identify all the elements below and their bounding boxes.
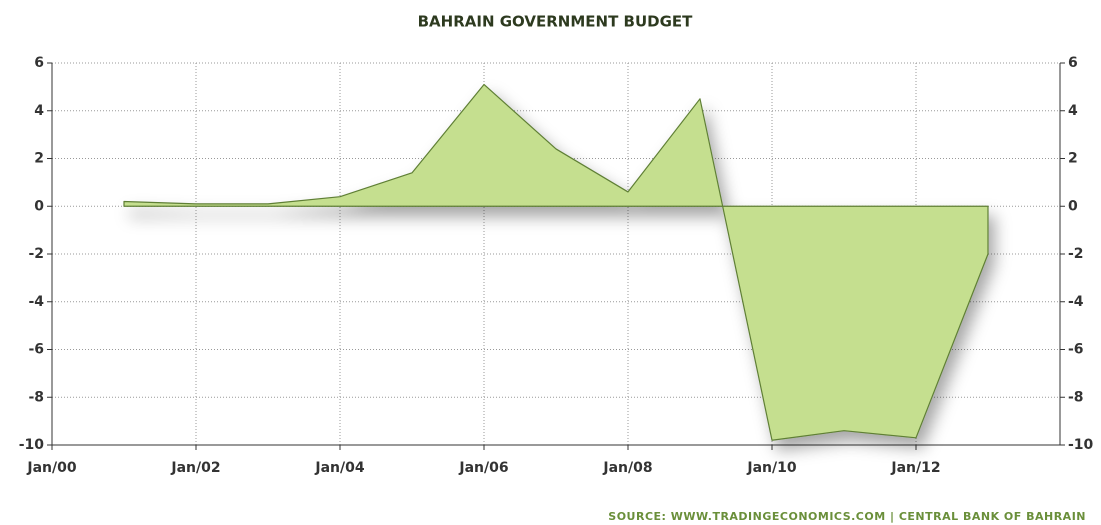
y2-tick-label: -8: [1068, 389, 1084, 405]
y-tick-label: -2: [28, 246, 44, 262]
x-tick-label: Jan/08: [602, 460, 652, 476]
y-tick-label: -10: [19, 437, 45, 453]
x-tick-label: Jan/02: [170, 460, 220, 476]
y2-tick-label: -4: [1068, 294, 1084, 310]
area: [123, 83, 989, 441]
y2-tick-label: 4: [1068, 103, 1078, 119]
y-tick-label: 4: [34, 103, 44, 119]
x-tick-label: Jan/06: [458, 460, 508, 476]
y-tick-label: -4: [28, 294, 44, 310]
y-tick-label: 2: [34, 151, 44, 167]
y2-tick-label: 0: [1068, 198, 1078, 214]
y-tick-label: 0: [34, 198, 44, 214]
y-tick-label: 6: [34, 55, 44, 71]
x-tick-label: Jan/00: [26, 460, 76, 476]
y-tick-label: -6: [28, 342, 44, 358]
x-tick-label: Jan/10: [746, 460, 796, 476]
y2-tick-label: -2: [1068, 246, 1084, 262]
y2-tick-label: -6: [1068, 342, 1084, 358]
y2-tick-label: 2: [1068, 151, 1078, 167]
x-tick-label: Jan/04: [314, 460, 364, 476]
y2-tick-label: -10: [1068, 437, 1094, 453]
y-tick-label: -8: [28, 389, 44, 405]
y2-tick-label: 6: [1068, 55, 1078, 71]
x-tick-label: Jan/12: [890, 460, 940, 476]
source-note: SOURCE: WWW.TRADINGECONOMICS.COM | CENTR…: [608, 510, 1086, 523]
chart-title: BAHRAIN GOVERNMENT BUDGET: [418, 13, 694, 31]
